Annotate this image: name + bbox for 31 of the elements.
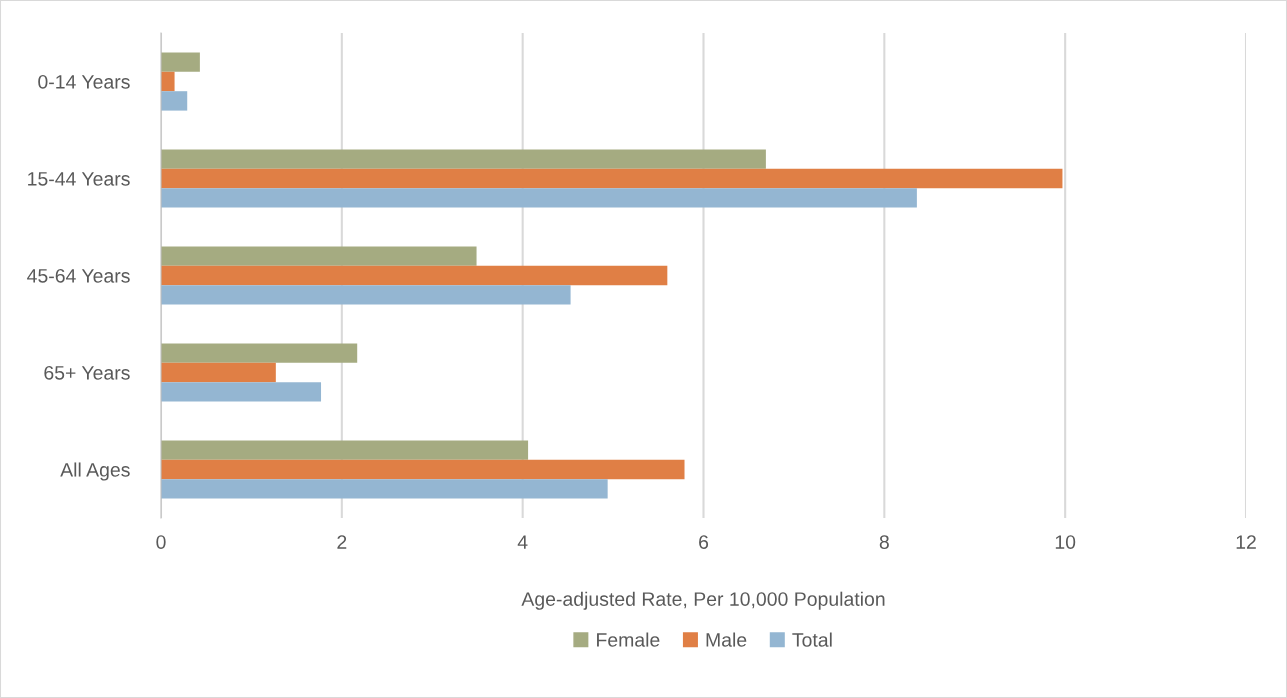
bar xyxy=(161,246,477,266)
y-tick-label: 15-44 Years xyxy=(28,172,130,186)
bar xyxy=(161,168,1063,189)
bar xyxy=(161,52,200,72)
x-tick-label: 10 xyxy=(1055,535,1076,549)
legend-label: Total xyxy=(792,632,832,647)
bar xyxy=(161,265,668,286)
y-tick-label: 65+ Years xyxy=(44,365,130,380)
bar xyxy=(161,362,276,383)
x-tick-label: 6 xyxy=(699,535,709,549)
x-tick-label: 0 xyxy=(156,535,166,549)
legend-label: Male xyxy=(706,632,747,647)
bar xyxy=(161,188,917,208)
bar xyxy=(161,479,608,499)
bar xyxy=(161,71,175,92)
legend-label: Female xyxy=(597,632,660,647)
x-tick-label: 4 xyxy=(517,535,528,549)
x-axis-title: Age-adjusted Rate, Per 10,000 Population xyxy=(521,591,885,610)
y-tick-label: All Ages xyxy=(60,462,130,481)
y-tick-label: 0-14 Years xyxy=(38,74,130,89)
bar xyxy=(161,91,188,111)
bar xyxy=(161,149,766,169)
bar xyxy=(161,285,571,305)
x-tick-label: 2 xyxy=(337,535,347,549)
bar xyxy=(161,440,529,460)
bar xyxy=(161,382,322,402)
y-tick-label: 45-64 Years xyxy=(27,268,130,283)
x-tick-label: 12 xyxy=(1236,535,1256,549)
x-tick-label: 8 xyxy=(879,535,889,549)
bar xyxy=(161,459,685,480)
bar xyxy=(161,343,358,363)
